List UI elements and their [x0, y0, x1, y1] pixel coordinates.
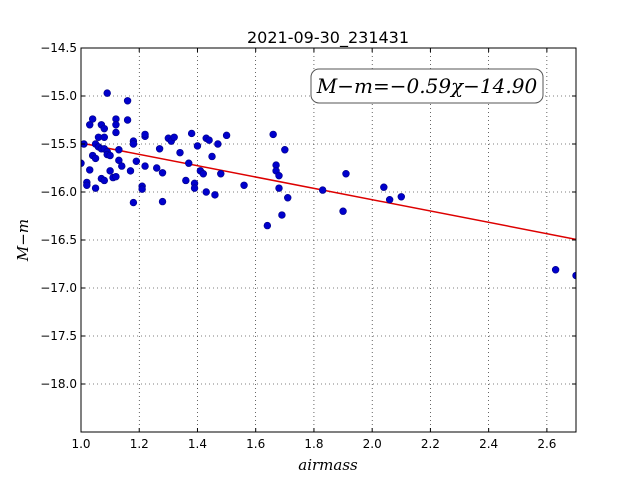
- y-tick-label: −18.0: [40, 377, 77, 391]
- data-point: [278, 211, 286, 219]
- data-point: [132, 157, 141, 165]
- data-point: [91, 154, 100, 163]
- data-point: [100, 124, 108, 133]
- data-point: [269, 130, 277, 139]
- data-point: [106, 151, 114, 160]
- data-point: [263, 221, 272, 230]
- x-tick-label: 1.4: [188, 437, 207, 451]
- data-point: [208, 152, 216, 161]
- data-point: [153, 164, 161, 172]
- data-point: [112, 121, 120, 129]
- data-point: [182, 176, 190, 185]
- y-tick-label: −14.5: [40, 41, 77, 55]
- data-point: [214, 140, 222, 148]
- data-point: [88, 115, 97, 123]
- data-point: [275, 171, 283, 180]
- data-point: [129, 198, 138, 207]
- x-tick-label: 1.2: [130, 437, 149, 451]
- data-point: [103, 89, 111, 97]
- data-point: [118, 162, 126, 170]
- data-point: [397, 193, 405, 201]
- data-point: [141, 162, 149, 170]
- data-point: [158, 169, 167, 177]
- data-point: [91, 184, 100, 192]
- data-point: [123, 97, 132, 105]
- y-tick-label: −15.0: [40, 89, 77, 103]
- data-point: [176, 148, 184, 157]
- data-point: [158, 197, 167, 206]
- data-point: [81, 159, 85, 167]
- x-tick-label: 1.6: [246, 437, 265, 451]
- data-point: [115, 156, 123, 165]
- y-tick-label: −16.0: [40, 185, 77, 199]
- chart-title: 2021-09-30_231431: [247, 28, 409, 48]
- data-point: [193, 142, 202, 150]
- data-point: [205, 136, 213, 144]
- data-point: [551, 266, 560, 274]
- x-axis-label: airmass: [298, 456, 358, 474]
- data-point: [115, 146, 123, 154]
- x-tick-label: 2.4: [479, 437, 498, 451]
- data-point: [112, 172, 120, 181]
- data-point: [129, 140, 138, 148]
- annotation-text: M−m=−0.59χ−14.90: [316, 74, 538, 98]
- data-point: [83, 181, 91, 189]
- data-point: [281, 146, 289, 154]
- data-point: [155, 145, 164, 153]
- data-point: [380, 183, 388, 191]
- fit-line-group: [81, 142, 576, 241]
- data-point: [100, 133, 108, 141]
- data-point: [190, 184, 199, 192]
- annotation-box: [310, 68, 544, 104]
- data-point: [339, 207, 347, 215]
- data-point: [342, 170, 350, 178]
- data-point: [106, 167, 114, 175]
- data-point: [222, 131, 231, 140]
- data-point: [100, 176, 108, 185]
- data-point: [385, 195, 394, 204]
- data-point: [185, 159, 193, 167]
- data-point: [240, 181, 248, 189]
- data-point: [187, 129, 196, 138]
- data-point: [86, 121, 94, 129]
- data-point: [141, 130, 149, 139]
- data-point: [112, 128, 120, 137]
- y-axis-label: M−m: [14, 219, 32, 262]
- x-tick-label: 2.2: [421, 437, 440, 451]
- data-point: [211, 191, 219, 199]
- data-point: [284, 194, 292, 202]
- data-point: [318, 186, 327, 194]
- data-point: [217, 170, 225, 178]
- y-tick-label: −17.5: [40, 329, 77, 343]
- data-point: [126, 167, 135, 175]
- data-points: [81, 89, 576, 280]
- data-point: [86, 166, 94, 174]
- data-point: [170, 133, 178, 141]
- y-tick-label: −16.5: [40, 233, 77, 247]
- data-point: [138, 185, 146, 193]
- x-tick-label: 2.6: [537, 437, 556, 451]
- data-point: [123, 116, 132, 124]
- x-tick-label: 1.8: [304, 437, 323, 451]
- y-tick-label: −15.5: [40, 137, 77, 151]
- x-tick-label: 2.0: [363, 437, 382, 451]
- fit-line: [81, 142, 576, 241]
- fit-equation-annotation: M−m=−0.59χ−14.90: [310, 68, 544, 104]
- x-tick-label: 1.0: [71, 437, 90, 451]
- data-point: [275, 184, 283, 192]
- data-point: [202, 188, 210, 196]
- y-tick-label: −17.0: [40, 281, 77, 295]
- data-point: [199, 170, 207, 178]
- axis-ticks: 1.0 1.2 1.4 1.6 1.8 2.0 2.2 2.4 2.6 −14.5 −15.0 −15…: [40, 41, 576, 451]
